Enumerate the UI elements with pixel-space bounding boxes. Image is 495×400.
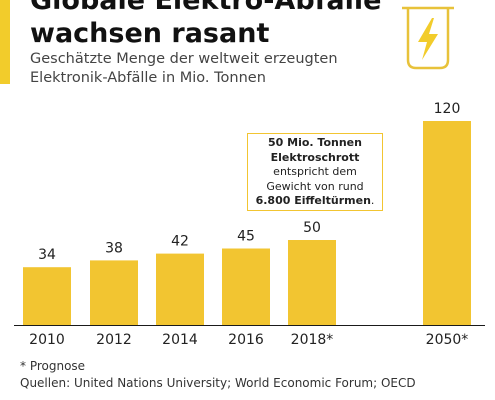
bin-body-outline <box>406 8 450 70</box>
category-label: 2014 <box>162 332 198 348</box>
lightning-bolt-shape <box>418 18 438 60</box>
bars-group: 34 2010 38 2012 42 2014 45 2016 50 2018* 120 2050* <box>23 101 471 348</box>
value-label: 34 <box>38 247 56 263</box>
value-label: 50 <box>303 220 321 236</box>
category-label: 2012 <box>96 332 132 348</box>
e-waste-bin-lightning-icon <box>402 6 454 70</box>
callout-period: . <box>370 194 375 207</box>
callout-box: 50 Mio. Tonnen Elektroschrott entspricht… <box>247 133 383 211</box>
callout-line-2: Elektroschrott <box>270 150 360 164</box>
footnote-prognose: * Prognose <box>20 359 86 373</box>
value-label: 42 <box>171 234 189 250</box>
category-label: 2018* <box>291 332 334 348</box>
callout-highlight: 6.800 Eiffeltürmen <box>255 194 371 207</box>
category-label: 2016 <box>228 332 264 348</box>
bar-2014 <box>156 253 204 325</box>
value-label: 45 <box>237 229 255 245</box>
callout-line-4: Gewicht von rund <box>266 179 364 193</box>
sources-line: Quellen: United Nations University; Worl… <box>20 376 416 390</box>
value-label: 120 <box>434 101 461 117</box>
bar-2050-forecast <box>423 121 471 325</box>
title-accent-bar <box>0 0 10 84</box>
callout-line-3: entspricht dem <box>273 165 357 178</box>
callout-line-1: 50 Mio. Tonnen <box>268 136 362 149</box>
chart-subtitle: Geschätzte Menge der weltweit erzeugten … <box>30 51 338 86</box>
value-label: 38 <box>105 240 123 256</box>
category-label: 2050* <box>426 332 469 348</box>
bar-2012 <box>90 260 138 325</box>
footer: * Prognose Quellen: United Nations Unive… <box>20 358 416 392</box>
bar-2010 <box>23 267 71 325</box>
category-label: 2010 <box>29 332 65 348</box>
bar-2018-forecast <box>288 240 336 325</box>
callout-line-5: 6.800 Eiffeltürmen. <box>248 194 382 209</box>
bar-2016 <box>222 248 270 325</box>
chart-title: Globale Elektro-Abfälle wachsen rasant <box>30 0 382 49</box>
